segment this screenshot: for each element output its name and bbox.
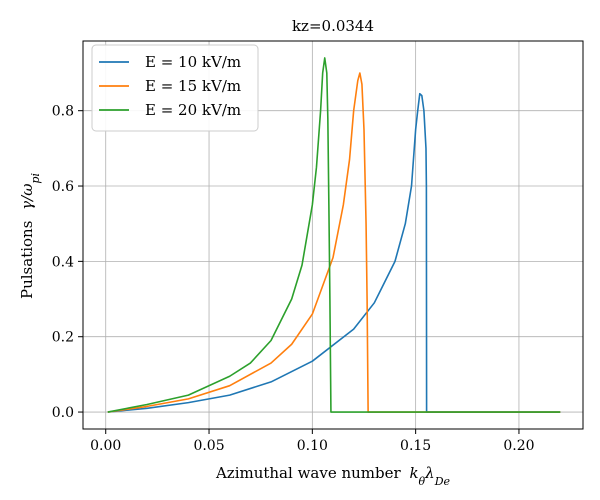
series-line-1 (107, 92, 561, 413)
y-tick-label: 0.0 (52, 405, 74, 421)
series-layer (107, 57, 561, 413)
plot-frame (82, 40, 584, 430)
y-tick-label: 0.4 (52, 254, 74, 270)
legend-box (91, 44, 259, 132)
y-tick-label: 0.8 (52, 104, 74, 120)
y-axis-ticks: 0.0 0.2 0.4 0.6 0.8 (52, 104, 83, 421)
x-tick-label: 0.20 (503, 438, 534, 454)
chart-title: kz=0.0344 (292, 17, 374, 35)
x-axis-ticks: 0.00 0.05 0.10 0.15 0.20 (90, 429, 535, 454)
x-tick-label: 0.00 (90, 438, 121, 454)
legend: E = 10 kV/m E = 15 kV/m E = 20 kV/m (91, 44, 259, 132)
y-axis-label-text: Pulsations (18, 221, 36, 299)
legend-label-3: E = 20 kV/m (145, 101, 241, 119)
y-tick-label: 0.2 (52, 330, 74, 346)
x-tick-label: 0.05 (193, 438, 224, 454)
legend-label-1: E = 10 kV/m (145, 53, 241, 71)
x-axis-label-text: Azimuthal wave number (215, 464, 402, 482)
series-line-2 (107, 72, 561, 413)
x-tick-label: 0.15 (400, 438, 431, 454)
x-tick-label: 0.10 (297, 438, 328, 454)
series-line-3 (107, 57, 561, 413)
y-tick-label: 0.6 (52, 179, 74, 195)
legend-label-2: E = 15 kV/m (145, 77, 241, 95)
